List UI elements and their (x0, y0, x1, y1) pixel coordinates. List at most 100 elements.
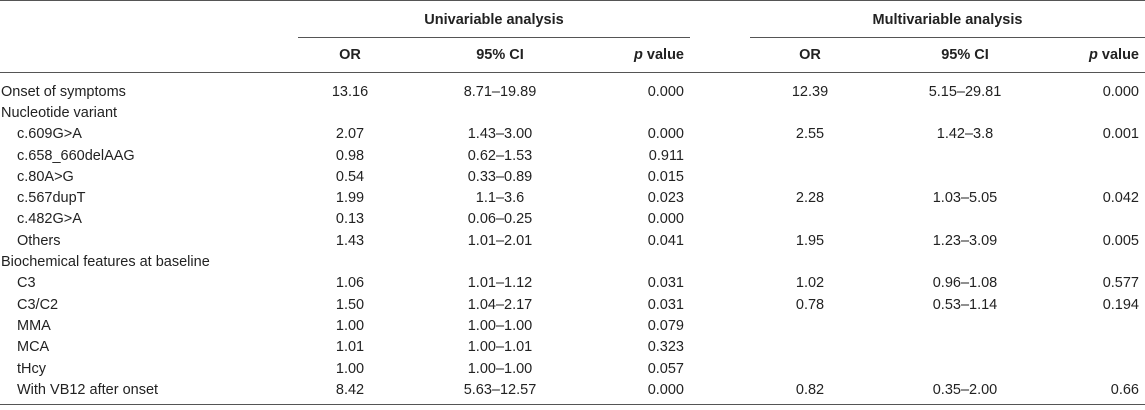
multivariable-p-cell (1060, 315, 1145, 336)
multivariable-p-cell (1060, 251, 1145, 272)
multivariable-or-cell: 12.39 (791, 83, 829, 100)
univariable-p-cell: 0.000 (647, 211, 684, 228)
table-row: Nucleotide variant (0, 102, 1145, 123)
multivariable-p-cell: 0.001 (1102, 126, 1139, 143)
univariable-p-cell: 0.000 (647, 381, 684, 398)
row-label: tHcy (17, 360, 46, 377)
multivariable-ci-cell (870, 102, 1060, 123)
multivariable-or-cell: 1.02 (795, 275, 825, 292)
row-label: c.609G>A (17, 126, 82, 143)
multivariable-ci-cell: 1.03–5.05 (932, 190, 998, 207)
univariable-ci-cell: 0.62–1.53 (467, 147, 533, 164)
row-label: C3/C2 (17, 296, 59, 313)
univariable-p-cell: 0.023 (647, 190, 684, 207)
multivariable-ci-cell: 1.23–3.09 (932, 232, 998, 249)
row-label: C3 (17, 275, 36, 292)
table-row: c.609G>A 2.07 1.43–3.00 0.000 2.55 1.42–3.8 0.… (0, 124, 1145, 145)
multivariable-p-header: p value (1060, 38, 1145, 73)
spacer-cell (690, 187, 750, 208)
univariable-p-cell: 0.031 (647, 275, 684, 292)
spacer-subheader-cell (690, 38, 750, 73)
row-label: c.658_660delAAG (17, 147, 135, 164)
univariable-ci-cell: 8.71–19.89 (463, 83, 537, 100)
multivariable-ci-cell (870, 209, 1060, 230)
multivariable-or-cell (750, 166, 870, 187)
multivariable-p-cell: 0.66 (1110, 381, 1139, 398)
table-row: tHcy 1.00 1.00–1.00 0.057 (0, 358, 1145, 379)
spacer-header-cell (690, 1, 750, 38)
multivariable-or-cell: 2.55 (795, 126, 825, 143)
table-row: C3/C2 1.50 1.04–2.17 0.031 0.78 0.53–1.14 0.19… (0, 294, 1145, 315)
multivariable-p-cell (1060, 337, 1145, 358)
multivariable-p-cell (1060, 358, 1145, 379)
multivariable-or-header: OR (799, 47, 821, 63)
univariable-p-cell (598, 102, 690, 123)
row-label: c.482G>A (17, 211, 82, 228)
spacer-cell (690, 379, 750, 405)
row-label: MMA (17, 317, 51, 334)
table-row: Biochemical features at baseline (0, 251, 1145, 272)
p-symbol: p (634, 47, 643, 63)
multivariable-p-cell: 0.042 (1102, 190, 1139, 207)
univariable-ci-cell: 1.01–1.12 (467, 275, 533, 292)
univariable-ci-cell: 1.43–3.00 (467, 126, 533, 143)
univariable-p-cell: 0.041 (647, 232, 684, 249)
table-row: C3 1.06 1.01–1.12 0.031 1.02 0.96–1.08 0.577 (0, 273, 1145, 294)
univariable-p-cell: 0.057 (647, 360, 684, 377)
table-row: c.482G>A 0.13 0.06–0.25 0.000 (0, 209, 1145, 230)
multivariable-or-cell: 1.95 (795, 232, 825, 249)
multivariable-ci-cell (870, 251, 1060, 272)
spacer-cell (690, 73, 750, 103)
multivariable-or-cell (750, 251, 870, 272)
spacer-cell (690, 315, 750, 336)
multivariable-ci-cell: 5.15–29.81 (928, 83, 1002, 100)
multivariable-ci-cell: 0.53–1.14 (932, 296, 998, 313)
univariable-ci-cell: 0.06–0.25 (467, 211, 533, 228)
univariable-ci-cell (402, 251, 598, 272)
spacer-cell (690, 209, 750, 230)
univariable-or-cell: 0.13 (335, 211, 365, 228)
univariable-ci-cell: 1.00–1.01 (467, 339, 533, 356)
univariable-or-cell: 2.07 (335, 126, 365, 143)
multivariable-ci-cell: 0.35–2.00 (932, 381, 998, 398)
multivariable-or-cell (750, 358, 870, 379)
spacer-cell (690, 124, 750, 145)
table-row: c.567dupT 1.99 1.1–3.6 0.023 2.28 1.03–5.05 0.… (0, 187, 1145, 208)
univariable-p-cell: 0.079 (647, 317, 684, 334)
univariable-or-cell: 0.54 (335, 168, 365, 185)
table-body: Onset of symptoms 13.16 8.71–19.89 0.000 12.… (0, 73, 1145, 405)
spacer-cell (690, 145, 750, 166)
multivariable-or-cell: 2.28 (795, 190, 825, 207)
row-label: MCA (17, 339, 50, 356)
multivariable-p-cell (1060, 209, 1145, 230)
spacer-cell (690, 102, 750, 123)
univariable-p-cell: 0.323 (647, 339, 684, 356)
multivariable-or-cell (750, 337, 870, 358)
p-value-word: value (1097, 47, 1139, 63)
univariable-ci-cell: 1.00–1.00 (467, 360, 533, 377)
group-header-row: Univariable analysis Multivariable analy… (0, 1, 1145, 38)
spacer-cell (690, 273, 750, 294)
univariable-p-cell: 0.911 (648, 147, 684, 164)
univariable-ci-cell: 1.01–2.01 (467, 232, 533, 249)
univariable-or-cell: 1.43 (335, 232, 365, 249)
multivariable-p-cell: 0.194 (1102, 296, 1139, 313)
univariable-ci-cell: 1.04–2.17 (467, 296, 533, 313)
multivariable-or-cell (750, 145, 870, 166)
p-value-word: value (642, 47, 684, 63)
table-row: With VB12 after onset 8.42 5.63–12.57 0.000… (0, 379, 1145, 405)
univariable-or-cell: 1.50 (335, 296, 365, 313)
spacer-cell (690, 358, 750, 379)
multivariable-or-cell (750, 209, 870, 230)
p-symbol: p (1089, 47, 1098, 63)
univariable-p-cell (598, 251, 690, 272)
top-rule (0, 0, 1145, 1)
multivariable-ci-cell (870, 358, 1060, 379)
univariable-p-cell: 0.000 (647, 126, 684, 143)
univariable-or-cell: 1.00 (335, 317, 365, 334)
multivariable-ci-cell (870, 337, 1060, 358)
row-label: c.80A>G (17, 168, 74, 185)
spacer-cell (690, 166, 750, 187)
